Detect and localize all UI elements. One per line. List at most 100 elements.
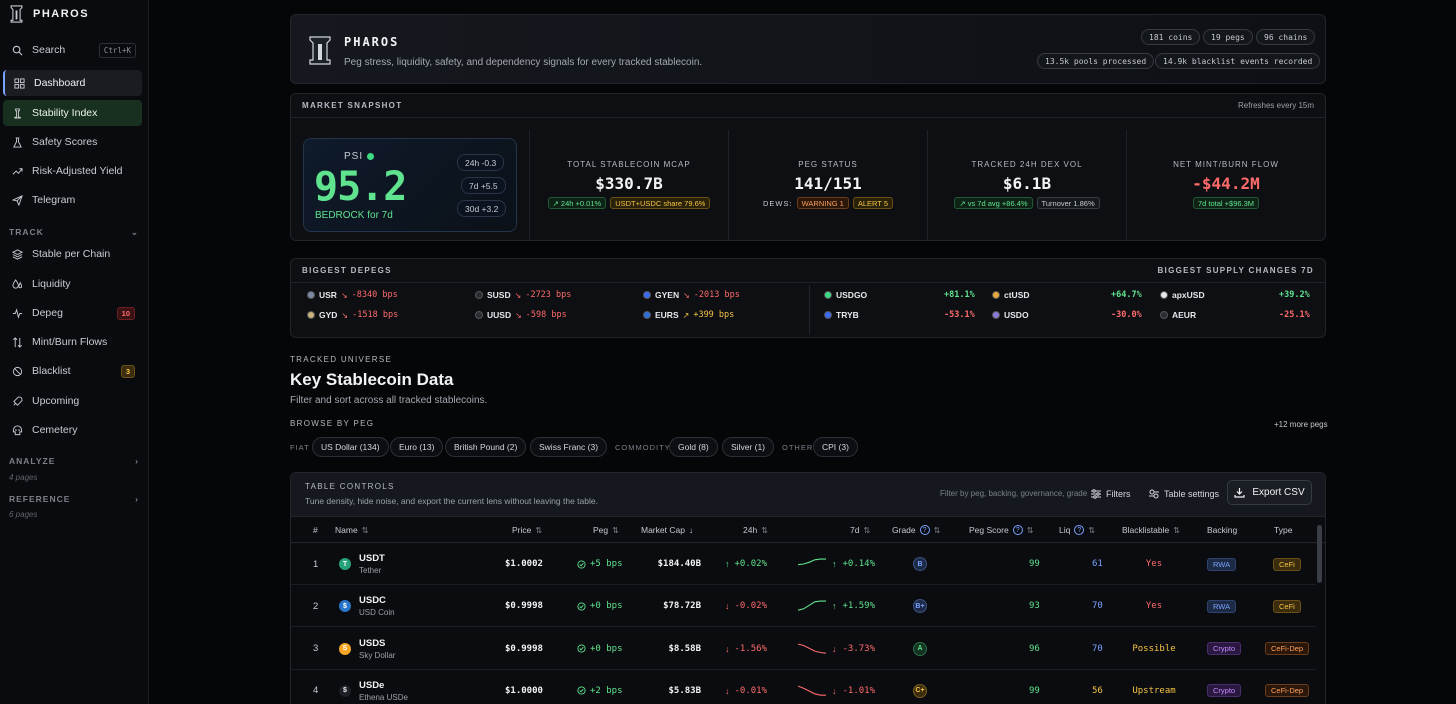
type-cell: CeFi xyxy=(1273,585,1301,627)
sidebar-item-dashboard[interactable]: Dashboard xyxy=(3,70,142,96)
filters-button[interactable]: Filters xyxy=(1091,485,1131,503)
sort-icon: ⇅ xyxy=(933,525,941,535)
sidebar-item-upcoming[interactable]: Upcoming xyxy=(3,388,142,414)
divider xyxy=(809,285,810,335)
psi-card[interactable]: PSI 95.2 BEDROCK for 7d 24h -0.3 7d +5.5… xyxy=(303,138,517,232)
column-header-peg[interactable]: Peg ⇅ xyxy=(593,525,619,535)
name-cell[interactable]: S USDS Sky Dollar xyxy=(339,628,395,670)
table-row[interactable]: 1 T USDT Tether $1.0002 +5 bps $184.40B ↑ +0.02%… xyxy=(291,543,1316,585)
depeg-item[interactable]: GYEN ↘ -2013 bps xyxy=(643,290,740,300)
depeg-item[interactable]: SUSD ↘ -2723 bps xyxy=(475,290,571,300)
supply-change-item[interactable]: USDGO xyxy=(824,290,867,300)
column-header-price[interactable]: Price ⇅ xyxy=(512,525,542,535)
psi-value: 95.2 xyxy=(314,164,407,210)
export-csv-button[interactable]: Export CSV xyxy=(1227,480,1312,505)
rocket-icon xyxy=(13,395,23,406)
peg-filter-swiss-franc[interactable]: Swiss Franc (3) xyxy=(530,437,608,457)
peg-cell: +0 bps xyxy=(577,628,623,670)
sidebar-item-liquidity[interactable]: Liquidity xyxy=(3,271,142,297)
coin-name-group: USDT Tether xyxy=(359,553,385,575)
sparkline-line xyxy=(798,558,826,566)
more-pegs-link[interactable]: +12 more pegs xyxy=(1274,420,1328,429)
supply-change-item[interactable]: apxUSD xyxy=(1160,290,1205,300)
coins-count-pill: 181 coins xyxy=(1141,29,1201,45)
warning-chip[interactable]: WARNING 1 xyxy=(796,197,849,209)
table-scrollbar[interactable] xyxy=(1317,525,1322,583)
sidebar-item-risk-adjusted-yield[interactable]: Risk-Adjusted Yield xyxy=(3,158,142,184)
peg-filter-us-dollar[interactable]: US Dollar (134) xyxy=(312,437,389,457)
depeg-item[interactable]: EURS ↗ +399 bps xyxy=(643,310,734,320)
sidebar-item-safety-scores[interactable]: Safety Scores xyxy=(3,129,142,155)
table-row[interactable]: 4 $ USDe Ethena USDe $1.0000 +2 bps $5.83B ↓ -0.… xyxy=(291,670,1316,704)
trend-down-icon: ↘ xyxy=(341,310,349,320)
table-header-divider xyxy=(291,542,1325,543)
info-icon[interactable]: ? xyxy=(919,525,930,535)
name-cell[interactable]: $ USDC USD Coin xyxy=(339,585,395,627)
track-section-header[interactable]: TRACK ⌄ xyxy=(9,227,139,238)
backing-tag: RWA xyxy=(1207,557,1237,571)
type-tag: CeFi xyxy=(1273,557,1301,571)
sidebar-item-depeg[interactable]: Depeg 10 xyxy=(3,300,142,326)
supply-change-item[interactable]: ctUSD xyxy=(992,290,1030,300)
sidebar-item-cemetery[interactable]: Cemetery xyxy=(3,417,142,443)
metric-peg-status: PEG STATUS 141/151 DEWS: WARNING 1 ALERT… xyxy=(728,130,927,240)
analyze-section-header[interactable]: ANALYZE › xyxy=(9,456,139,466)
lighthouse-icon xyxy=(14,107,21,119)
column-header-market-cap[interactable]: Market Cap ↓ xyxy=(641,525,693,535)
market-cap-cell: $5.83B xyxy=(668,685,701,696)
change-7d-cell: ↑ +1.59% xyxy=(798,585,875,627)
column-header-liq[interactable]: Liq? ⇅ xyxy=(1059,525,1095,535)
refresh-interval: Refreshes every 15m xyxy=(1237,101,1314,110)
peg-filter-euro[interactable]: Euro (13) xyxy=(390,437,444,457)
supply-change-item[interactable]: TRYB xyxy=(824,310,859,320)
info-icon[interactable]: ? xyxy=(1074,525,1085,535)
trend-down-icon: ↘ xyxy=(683,290,690,300)
column-header-7d[interactable]: 7d ⇅ xyxy=(850,525,870,535)
column-header-24h[interactable]: 24h ⇅ xyxy=(743,525,768,535)
coin-symbol: GYEN xyxy=(655,290,680,300)
layers-icon xyxy=(12,248,23,260)
column-header-name[interactable]: Name ⇅ xyxy=(335,525,368,535)
reference-section-header[interactable]: REFERENCE › xyxy=(9,494,139,504)
metric-label: NET MINT/BURN FLOW xyxy=(1173,160,1279,169)
peg-filter-british-pound[interactable]: British Pound (2) xyxy=(445,437,527,457)
supply-change-item[interactable]: AEUR xyxy=(1160,310,1196,320)
sidebar-item-telegram[interactable]: Telegram xyxy=(3,187,142,213)
column-header-peg-score[interactable]: Peg Score? ⇅ xyxy=(969,525,1033,535)
coin-symbol: GYD xyxy=(319,310,338,320)
depeg-item[interactable]: USR ↘ -8340 bps xyxy=(307,290,398,300)
peg-filter-gold[interactable]: Gold (8) xyxy=(669,437,718,457)
name-cell[interactable]: $ USDe Ethena USDe xyxy=(339,670,408,704)
table-settings-button[interactable]: Table settings xyxy=(1149,485,1219,503)
brand[interactable]: PHAROS xyxy=(0,0,148,28)
info-icon[interactable]: ? xyxy=(1012,525,1023,535)
coin-full-name: Tether xyxy=(359,566,382,575)
peg-filter-silver[interactable]: Silver (1) xyxy=(722,437,775,457)
peg-score-cell: 99 xyxy=(1029,559,1040,569)
table-row[interactable]: 3 S USDS Sky Dollar $0.9998 +0 bps $8.58B ↓ -1.5… xyxy=(291,628,1316,670)
arrows-up-down-icon xyxy=(13,336,22,348)
sparkline-line xyxy=(798,685,826,696)
column-header-blacklistable[interactable]: Blacklistable ⇅ xyxy=(1122,525,1180,535)
sidebar-item-stability-index[interactable]: Stability Index xyxy=(3,100,142,126)
mcap-24h-chip: ↗ 24h +0.01% xyxy=(547,197,607,209)
coin-icon xyxy=(992,311,1000,319)
name-cell[interactable]: T USDT Tether xyxy=(339,543,385,585)
table-row[interactable]: 2 $ USDC USD Coin $0.9998 +0 bps $78.72B ↓ -0.02… xyxy=(291,585,1316,628)
column-header-rank[interactable]: # xyxy=(313,525,318,535)
depeg-item[interactable]: GYD ↘ -1518 bps xyxy=(307,310,398,320)
depeg-item[interactable]: UUSD ↘ -598 bps xyxy=(475,310,567,320)
coin-symbol: USDT xyxy=(359,553,385,564)
search-button[interactable]: Search Ctrl+K xyxy=(3,37,142,63)
sidebar-item-blacklist[interactable]: Blacklist 3 xyxy=(3,358,142,384)
sidebar-item-mint-burn-flows[interactable]: Mint/Burn Flows xyxy=(3,329,142,355)
sort-icon: ⇅ xyxy=(612,525,619,535)
peg-filter-cpi[interactable]: CPI (3) xyxy=(813,437,858,457)
column-header-type: Type xyxy=(1274,525,1292,535)
alert-chip[interactable]: ALERT 5 xyxy=(852,197,893,209)
column-header-grade[interactable]: Grade? ⇅ xyxy=(892,525,940,535)
supply-change-item[interactable]: USDO xyxy=(992,310,1029,320)
sidebar-item-stable-per-chain[interactable]: Stable per Chain xyxy=(3,241,142,267)
change-7d-cell: ↓ -1.01% xyxy=(798,670,875,704)
metric-label: TRACKED 24H DEX VOL xyxy=(971,160,1083,169)
